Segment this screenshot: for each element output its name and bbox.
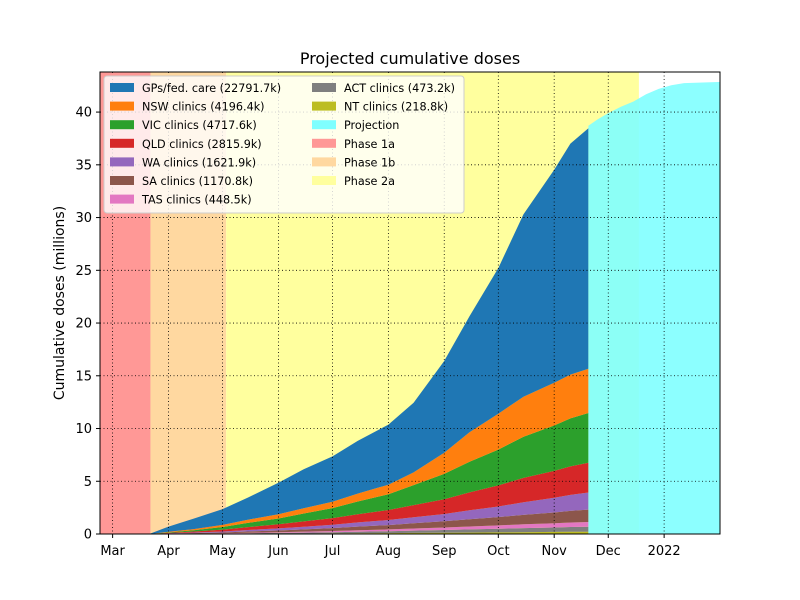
legend-label: SA clinics (1170.8k): [142, 175, 253, 188]
x-tick-label: Sep: [432, 544, 457, 559]
legend-swatch: [312, 120, 336, 130]
area-series: [150, 462, 589, 534]
legend-swatch: [110, 83, 134, 92]
x-tick-label: Nov: [541, 544, 567, 559]
legend-swatch: [312, 83, 336, 92]
legend-swatch: [110, 138, 134, 148]
legend-label: Phase 2a: [344, 175, 395, 188]
legend-swatch: [110, 101, 134, 111]
legend-label: QLD clinics (2815.9k): [142, 138, 262, 151]
y-tick-label: 0: [84, 528, 92, 543]
y-tick-label: 20: [75, 317, 92, 332]
area-series: [150, 522, 589, 534]
legend-swatch: [312, 101, 336, 111]
legend-swatch: [312, 176, 336, 185]
legend-label: WA clinics (1621.9k): [142, 156, 256, 169]
legend-swatch: [110, 176, 134, 185]
legend-swatch: [110, 194, 134, 204]
legend-label: NT clinics (218.8k): [344, 101, 448, 114]
x-tick-label: Jul: [324, 544, 341, 559]
y-tick-label: 30: [75, 211, 92, 226]
legend-swatch: [110, 120, 134, 130]
area-series: [150, 526, 589, 534]
x-tick-label: Dec: [596, 544, 621, 559]
x-tick-label: May: [209, 544, 236, 559]
y-tick-label: 35: [75, 158, 92, 173]
legend-label: ACT clinics (473.2k): [344, 82, 455, 95]
y-tick-label: 25: [75, 264, 92, 279]
legend-swatch: [312, 138, 336, 148]
chart-title: Projected cumulative doses: [300, 49, 520, 68]
legend-swatch: [110, 157, 134, 167]
y-axis-label: Cumulative doses (millions): [52, 206, 68, 400]
projection-area: [588, 82, 720, 534]
y-axis: 0 5 10 15 20 25 30 35 40: [75, 106, 100, 543]
x-tick-label: Apr: [157, 544, 180, 559]
legend-label: GPs/fed. care (22791.7k): [142, 82, 281, 95]
legend-label: Phase 1b: [344, 156, 395, 169]
legend-label: Phase 1a: [344, 138, 395, 151]
y-tick-label: 5: [84, 475, 92, 490]
area-series: [150, 413, 589, 534]
x-tick-label: 2022: [648, 544, 681, 559]
area-series: [150, 531, 589, 534]
legend-box: [103, 75, 465, 214]
plot-frame: [99, 71, 721, 535]
area-series: [150, 509, 589, 534]
x-tick-label: Mar: [100, 544, 125, 559]
legend-label: NSW clinics (4196.4k): [142, 101, 265, 114]
legend-label: Projection: [344, 119, 399, 132]
x-tick-label: Oct: [487, 544, 509, 559]
area-series: [150, 128, 589, 534]
y-tick-label: 15: [75, 369, 92, 384]
x-tick-label: Jun: [267, 544, 288, 559]
legend-label: TAS clinics (448.5k): [141, 194, 252, 207]
dose-areas: [150, 82, 720, 534]
legend-swatch: [312, 157, 336, 167]
x-axis: Mar Apr May Jun Jul Aug Sep Oct Nov Dec 2022: [100, 534, 681, 559]
y-tick-label: 10: [75, 422, 92, 437]
area-series: [150, 492, 589, 534]
legend: GPs/fed. care (22791.7k) NSW clinics (419…: [103, 75, 465, 214]
legend-label: VIC clinics (4717.6k): [142, 119, 257, 132]
y-tick-label: 40: [75, 106, 92, 121]
x-tick-label: Aug: [376, 544, 401, 559]
